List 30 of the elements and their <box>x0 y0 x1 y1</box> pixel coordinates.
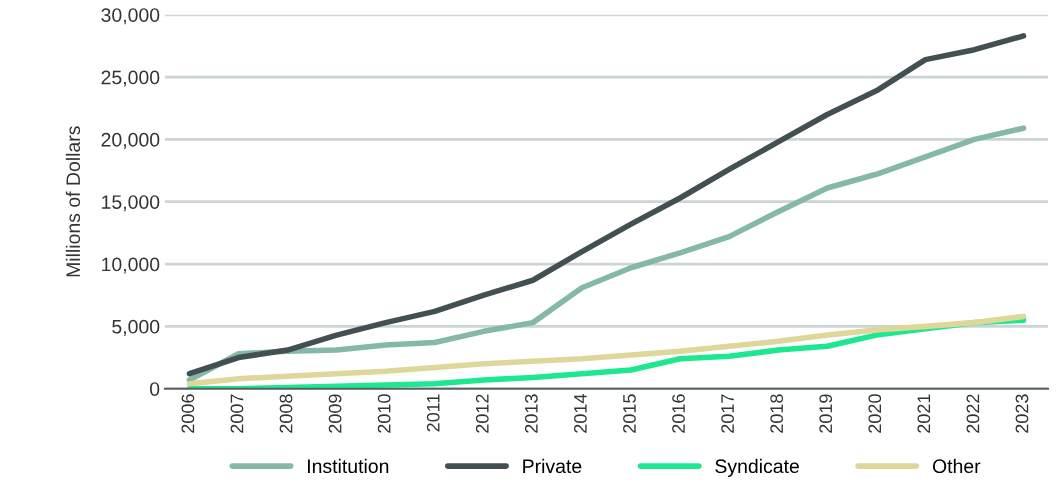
y-tick-label: 20,000 <box>101 132 160 149</box>
x-tick-label: 2006 <box>181 394 195 433</box>
legend-label: Private <box>523 458 582 474</box>
x-tick-label: 2014 <box>574 394 587 433</box>
y-tick-label: 10,000 <box>102 257 160 274</box>
y-tick-label: 15,000 <box>102 195 160 212</box>
legend-label: Institution <box>308 458 389 474</box>
x-tick-label: 2018 <box>770 394 784 433</box>
x-tick-label: 2022 <box>966 394 980 433</box>
y-tick-label: 0 <box>150 382 160 396</box>
x-tick-label: 2023 <box>1015 394 1029 433</box>
x-tick-label: 2011 <box>426 394 440 432</box>
x-tick-label: 2019 <box>819 394 833 433</box>
x-tick-label: 2008 <box>279 394 293 433</box>
x-tick-label: 2013 <box>524 394 538 433</box>
y-axis-title: Millions of Dollars <box>65 126 81 277</box>
x-tick-label: 2016 <box>672 394 685 433</box>
x-tick-label: 2015 <box>623 394 636 433</box>
x-tick-label: 2009 <box>328 394 342 433</box>
x-tick-label: 2010 <box>377 394 391 433</box>
y-tick-label: 5,000 <box>112 319 160 336</box>
x-tick-label: 2021 <box>917 394 931 433</box>
x-tick-label: 2020 <box>868 394 882 433</box>
legend-label: Other <box>932 458 981 474</box>
y-tick-label: 30,000 <box>101 8 160 25</box>
x-tick-label: 2007 <box>230 394 244 433</box>
x-tick-label: 2012 <box>475 394 489 433</box>
y-tick-label: 25,000 <box>101 70 160 87</box>
x-tick-label: 2017 <box>721 394 734 433</box>
legend-label: Syndicate <box>715 458 799 477</box>
